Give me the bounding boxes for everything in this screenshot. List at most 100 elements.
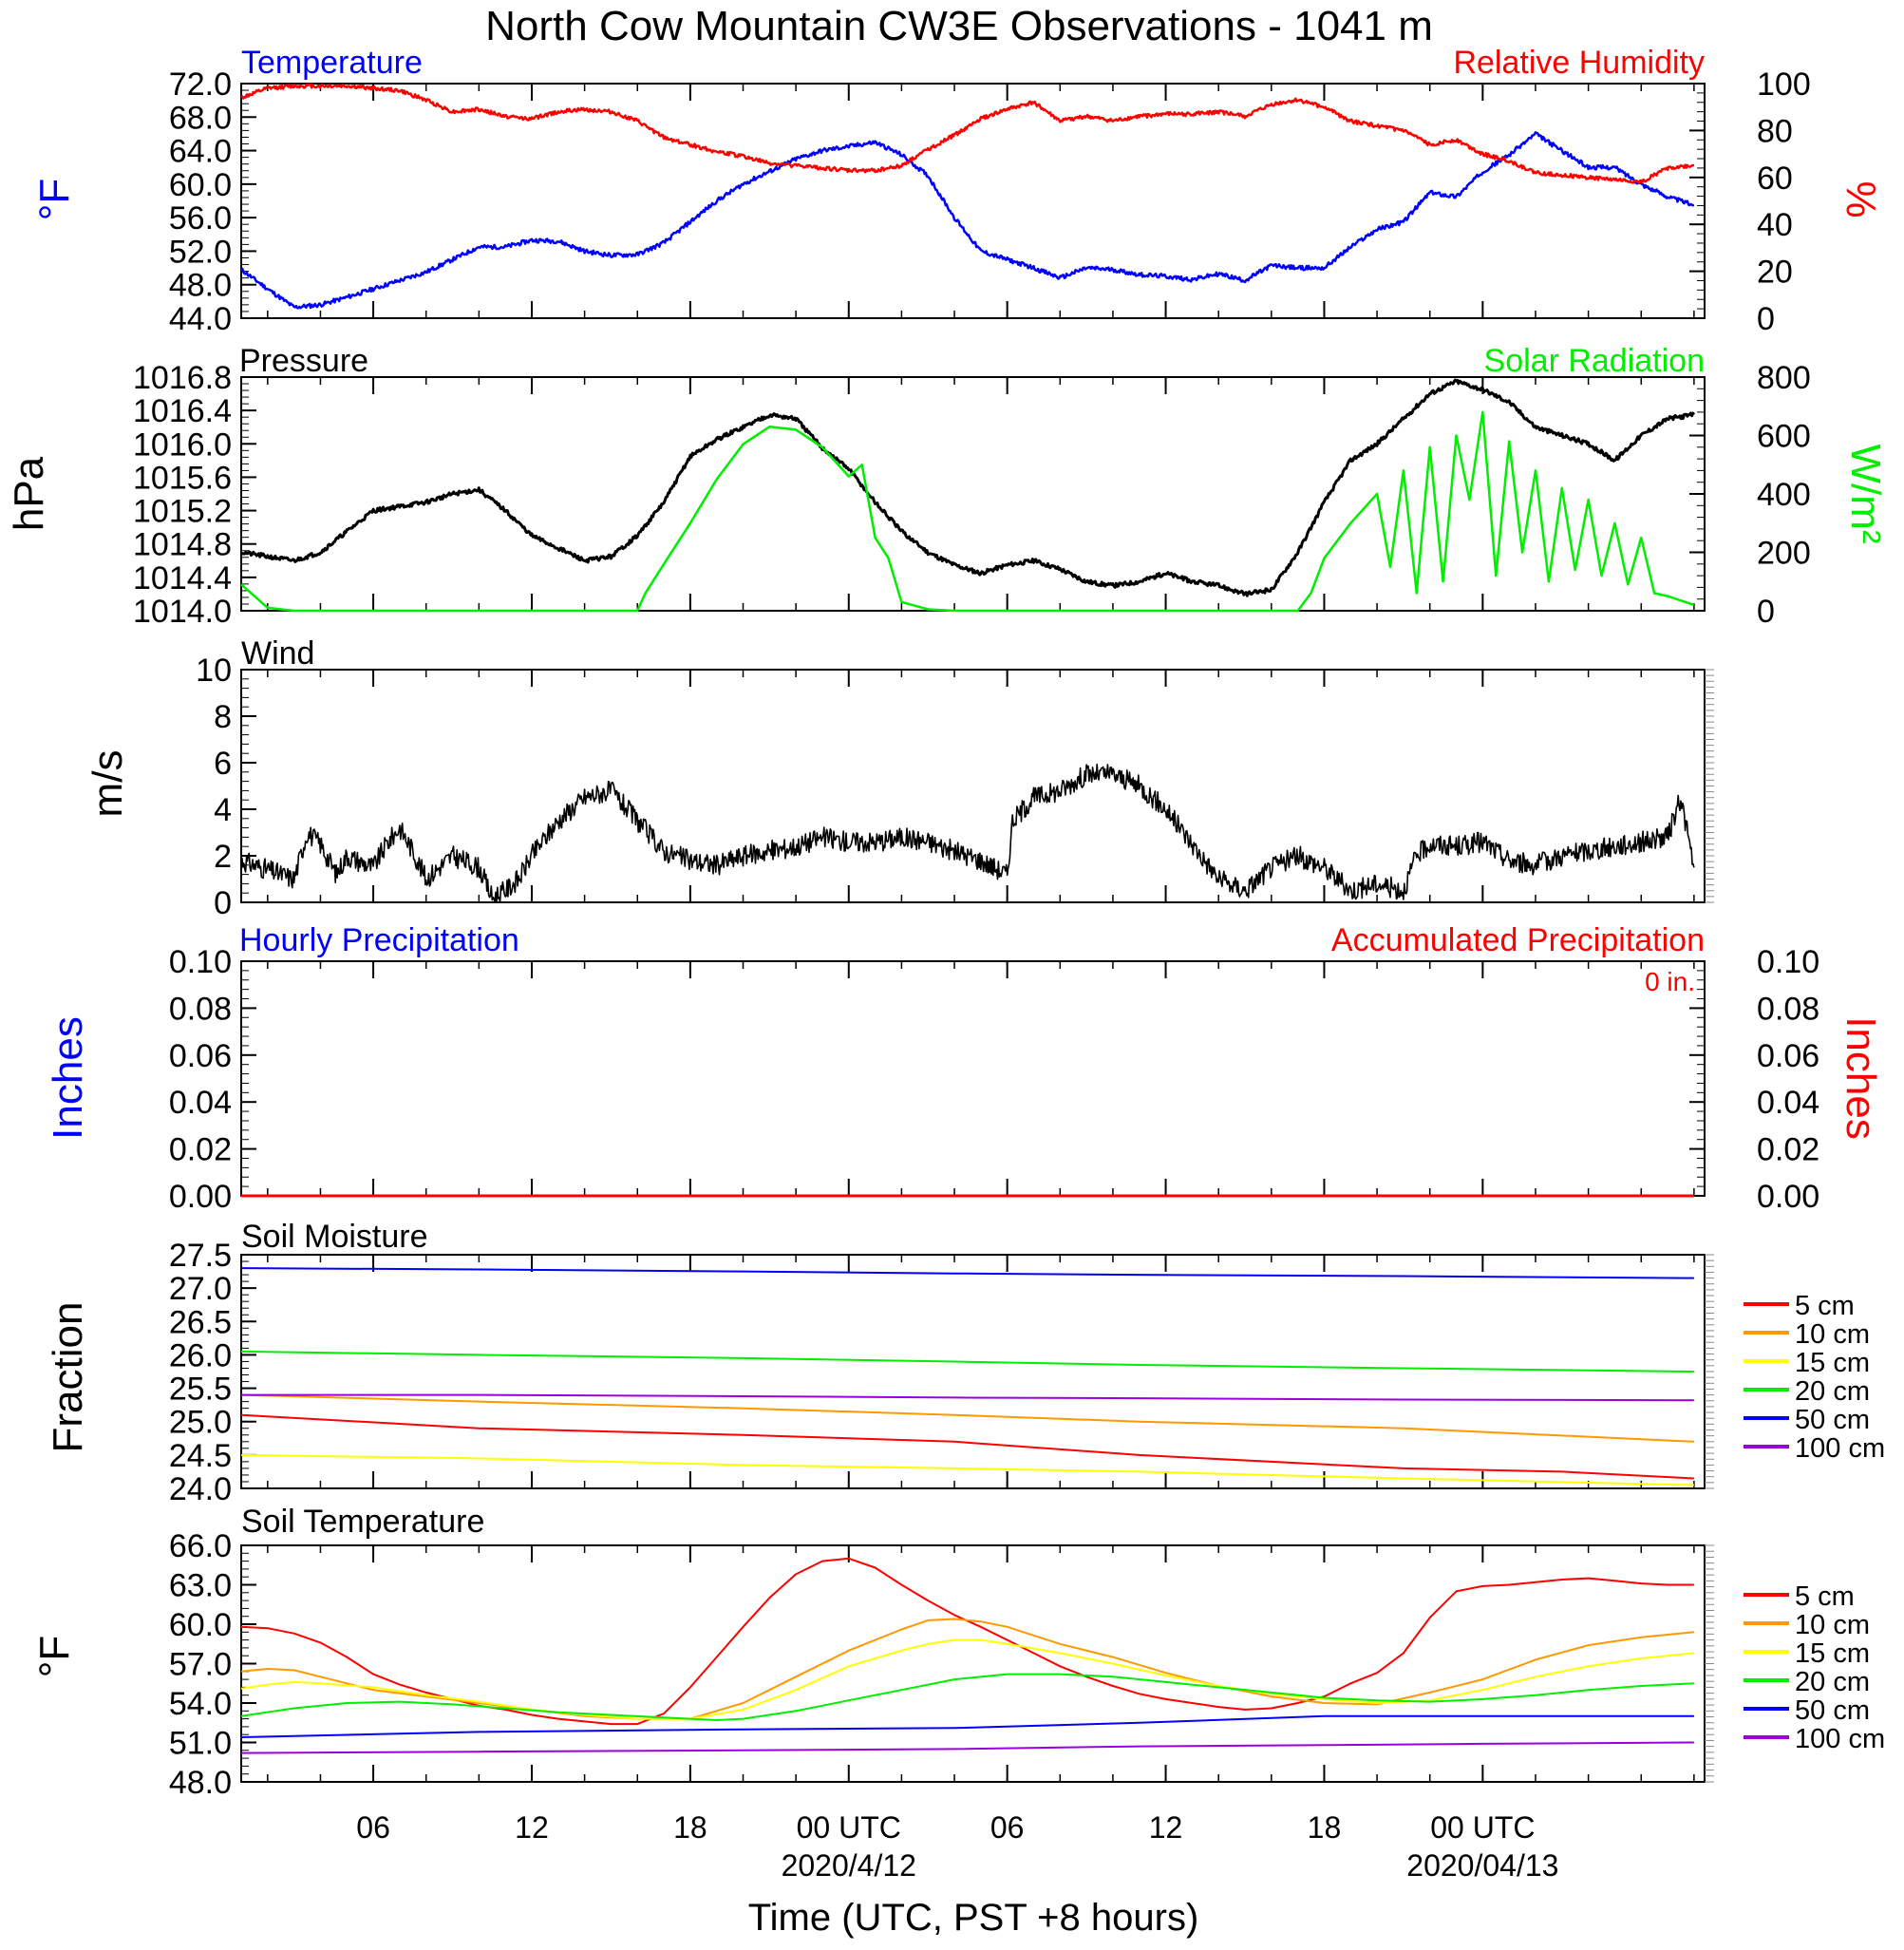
x-tick-label: 06: [990, 1810, 1025, 1845]
pressure-line: [240, 378, 1696, 597]
legend-label: 10 cm: [1795, 1610, 1870, 1640]
y-tick-label: 1014.8: [133, 527, 232, 563]
x-tick-label: 06: [356, 1810, 390, 1845]
legend-label: 10 cm: [1795, 1319, 1870, 1350]
y-tick-label: 0.08: [1757, 991, 1819, 1027]
soil-temp-10-cm-line: [240, 1618, 1694, 1720]
accum-precip-title: Accumulated Precipitation: [1331, 922, 1705, 958]
y-tick-label: 0.04: [169, 1085, 232, 1121]
humidity-title: Relative Humidity: [1453, 45, 1705, 81]
y-tick-label: 400: [1757, 477, 1811, 513]
y-tick-label: 25.5: [169, 1372, 232, 1408]
temperature-title: Temperature: [241, 45, 423, 81]
legend-label: 100 cm: [1795, 1724, 1885, 1754]
x-tick-label: 00 UTC: [1430, 1810, 1535, 1845]
y-tick-label: 80: [1757, 113, 1793, 149]
soil-temp-20-cm-line: [240, 1673, 1694, 1721]
panel-precip: Hourly Precipitation Accumulated Precipi…: [45, 922, 1884, 1215]
temp-rh-frame: [240, 83, 1706, 319]
soil-temp-axis-ticks: 48.051.0 54.057.0 60.063.0 66.0: [169, 1528, 256, 1801]
x-tick-label: 12: [1149, 1810, 1183, 1845]
wind-line: [240, 763, 1695, 903]
y-tick-label: 40: [1757, 207, 1793, 243]
y-tick-label: 1014.0: [133, 594, 232, 630]
y-tick-label: 0.06: [1757, 1038, 1819, 1074]
wind-axis-ticks: 0 2 4 6 8 10: [196, 653, 256, 921]
temperature-axis-ticks: 44.048.052.056.060.064.068.072.0: [169, 66, 256, 337]
legend-label: 20 cm: [1795, 1376, 1870, 1407]
plot-frame: [240, 1254, 1706, 1489]
legend-label: 5 cm: [1795, 1291, 1855, 1321]
y-tick-label: 0.10: [169, 944, 232, 980]
hourly-precip-unit: Inches: [45, 1016, 91, 1140]
x-date-label: 2020/4/12: [782, 1848, 916, 1883]
solar-title: Solar Radiation: [1484, 343, 1705, 379]
x-date-label: 2020/04/13: [1406, 1848, 1558, 1883]
moisture-15-cm-line: [240, 1453, 1694, 1486]
temperature-line: [240, 131, 1695, 310]
y-tick-label: 6: [214, 746, 232, 782]
moisture-50-cm-line: [240, 1267, 1694, 1279]
y-tick-label: 1014.4: [133, 560, 232, 596]
y-tick-label: 2: [214, 839, 232, 875]
y-tick-label: 48.0: [169, 268, 232, 304]
y-tick-label: 0: [1757, 301, 1775, 337]
plot-frame: [240, 1544, 1706, 1783]
y-tick-label: 800: [1757, 360, 1811, 396]
pressure-solar-frame: [240, 376, 1706, 612]
y-tick-label: 27.0: [169, 1271, 232, 1307]
temperature-unit: °F: [31, 179, 78, 220]
legend-label: 50 cm: [1795, 1405, 1870, 1435]
legend-label: 15 cm: [1795, 1348, 1870, 1378]
y-tick-label: 48.0: [169, 1765, 232, 1801]
y-tick-label: 100: [1757, 66, 1811, 103]
solar-unit: W/m²: [1842, 444, 1889, 543]
y-tick-label: 4: [214, 792, 232, 828]
soil-moisture-series: [240, 1267, 1694, 1486]
y-tick-label: 1015.2: [133, 494, 232, 530]
legend-label: 5 cm: [1795, 1581, 1855, 1612]
humidity-axis-ticks: 0 20 40 60 80 100: [1689, 66, 1811, 337]
x-tick-label: 18: [1308, 1810, 1342, 1845]
y-tick-label: 66.0: [169, 1528, 232, 1564]
moisture-100-cm-line: [241, 1393, 1694, 1402]
y-tick-label: 0.00: [169, 1179, 232, 1215]
soil-temp-unit: °F: [31, 1636, 78, 1677]
y-tick-label: 72.0: [169, 66, 232, 103]
hourly-precip-title: Hourly Precipitation: [239, 922, 519, 958]
pressure-title: Pressure: [239, 343, 368, 379]
hourly-precip-axis-ticks: 0.00 0.02 0.04 0.06 0.08 0.10: [169, 944, 256, 1215]
y-tick-label: 0.02: [1757, 1132, 1819, 1168]
y-tick-label: 60.0: [169, 1607, 232, 1643]
legend-label: 15 cm: [1795, 1638, 1870, 1669]
panel-pressure-solar: Pressure Solar Radiation hPa W/m² 1014.0…: [6, 343, 1889, 630]
pressure-solar-series: [240, 378, 1696, 613]
accum-precip-total: 0 in.: [1645, 967, 1695, 996]
y-tick-label: 0: [214, 885, 232, 921]
y-tick-label: 1016.0: [133, 426, 232, 463]
y-tick-label: 0: [1757, 594, 1775, 630]
y-tick-label: 56.0: [169, 200, 232, 237]
x-tick-label: 12: [515, 1810, 549, 1845]
moisture-5-cm-line: [240, 1413, 1694, 1480]
y-tick-label: 0.06: [169, 1038, 232, 1074]
panel-soil-moisture: Soil Moisture Fraction 24.024.525.025.52…: [45, 1219, 1885, 1507]
soil-temp-50-cm-line: [240, 1714, 1694, 1738]
soil-temp-15-cm-line: [240, 1638, 1695, 1720]
y-tick-label: 25.0: [169, 1405, 232, 1441]
y-tick-label: 44.0: [169, 301, 232, 337]
y-tick-label: 64.0: [169, 134, 232, 170]
panel-wind: Wind m/s 0 2 4 6 8 10: [85, 635, 1714, 921]
y-tick-label: 60.0: [169, 167, 232, 203]
y-tick-label: 1016.8: [133, 360, 232, 396]
accum-precip-unit: Inches: [1838, 1016, 1884, 1140]
y-tick-label: 54.0: [169, 1686, 232, 1722]
pressure-axis-ticks: 1014.01014.41014.81015.21015.61016.01016…: [133, 360, 256, 630]
soil-temp-series: [240, 1557, 1695, 1754]
solar-radiation-line: [240, 410, 1695, 613]
legend-label: 100 cm: [1795, 1433, 1885, 1464]
